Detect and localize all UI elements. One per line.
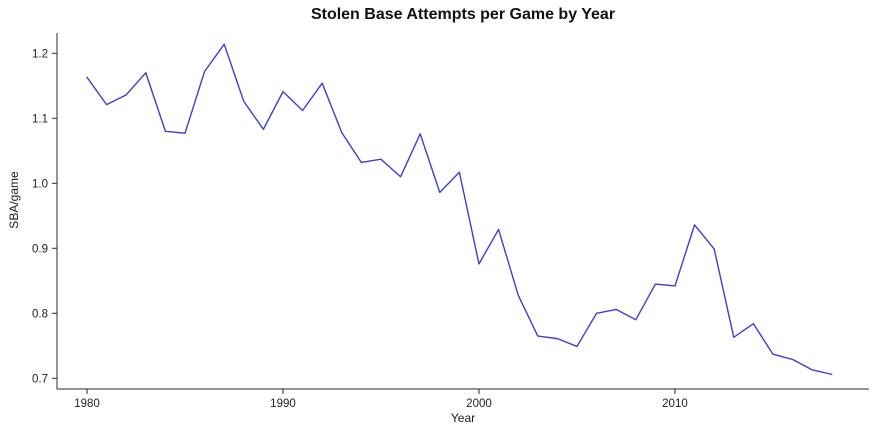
x-tick-label: 2000 <box>466 398 492 410</box>
series-group <box>86 43 833 376</box>
y-tick-label: 1.2 <box>32 48 48 60</box>
y-tick-label: 1.0 <box>32 178 48 190</box>
y-tick-label: 0.7 <box>32 373 48 385</box>
x-tick-label: 1990 <box>270 398 296 410</box>
data-line <box>86 43 833 376</box>
y-tick-label: 1.1 <box>32 113 48 125</box>
axes <box>56 33 869 390</box>
chart-title: Stolen Base Attempts per Game by Year <box>311 6 615 23</box>
x-tick-label: 2010 <box>662 398 688 410</box>
x-tick-label: 1980 <box>74 398 100 410</box>
y-tick-label: 0.8 <box>32 308 48 320</box>
y-axis-label: SBA/game <box>7 171 21 229</box>
tick-group: 1980 1990 2000 2010 0.7 0.8 0.9 1.0 1.1 1.2 <box>32 48 688 410</box>
x-axis-label: Year <box>451 411 475 425</box>
y-tick-label: 0.9 <box>32 243 48 255</box>
axis-spines <box>56 33 869 390</box>
